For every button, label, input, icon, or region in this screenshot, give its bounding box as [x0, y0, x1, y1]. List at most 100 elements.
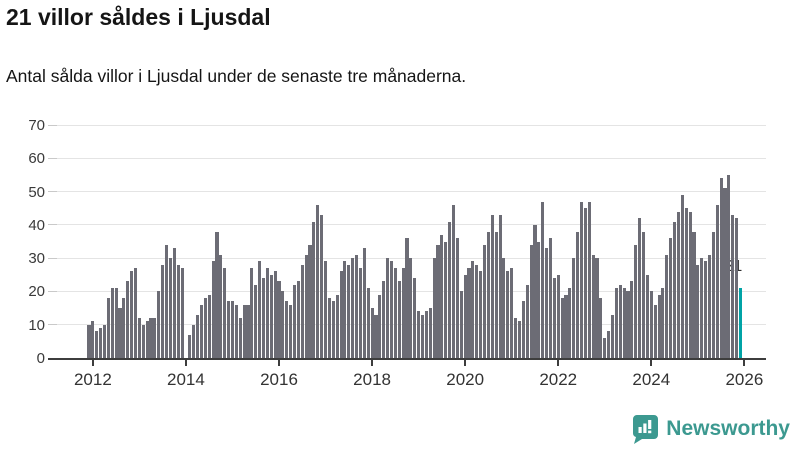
bar: [165, 244, 169, 358]
bar: [281, 291, 285, 358]
bar: [459, 291, 463, 358]
bar: [95, 331, 99, 358]
x-axis-tick: [184, 360, 187, 366]
bar: [556, 274, 560, 358]
bar: [436, 244, 440, 358]
bar: [448, 221, 452, 358]
bar: [312, 221, 316, 358]
chart-subtitle: Antal sålda villor i Ljusdal under de se…: [6, 66, 467, 86]
bar: [657, 294, 661, 358]
gridline-y-50: [55, 191, 766, 193]
x-axis-line: [48, 358, 766, 360]
bar: [161, 264, 165, 358]
bar: [405, 238, 409, 358]
bar: [630, 281, 634, 358]
bar: [258, 261, 262, 358]
bar: [254, 284, 258, 358]
bar: [661, 288, 665, 358]
newsworthy-logo-text: Newsworthy: [666, 417, 790, 440]
bar: [700, 258, 704, 358]
bar: [199, 304, 203, 358]
bar: [413, 278, 417, 358]
bar: [335, 294, 339, 358]
bar: [378, 294, 382, 358]
newsworthy-logo: Newsworthy: [632, 412, 790, 446]
bar: [168, 258, 172, 358]
bar: [560, 298, 564, 358]
bar: [300, 264, 304, 358]
bar: [347, 264, 351, 358]
bar: [176, 264, 180, 358]
bar: [576, 231, 580, 358]
bar: [180, 268, 184, 358]
bar: [242, 304, 246, 358]
bar: [285, 301, 289, 358]
bar: [653, 304, 657, 358]
gridline-y-40: [55, 224, 766, 226]
bar: [192, 324, 196, 358]
bar: [133, 268, 138, 358]
bar: [339, 271, 343, 358]
bar: [316, 204, 320, 358]
highlighted-bar-latest: [738, 288, 743, 358]
y-axis-tick: [48, 191, 57, 193]
x-axis-label: 2018: [353, 370, 391, 389]
bar: [545, 248, 549, 358]
bar: [599, 298, 603, 358]
bar: [444, 241, 448, 358]
bar: [397, 281, 401, 358]
bar: [494, 231, 498, 358]
bar: [587, 201, 591, 358]
bar: [265, 268, 269, 358]
bar: [277, 281, 281, 358]
newsworthy-logo-icon: [633, 415, 659, 444]
bar: [440, 234, 444, 358]
bar: [196, 314, 200, 358]
y-axis-tick: [48, 257, 57, 259]
bar: [122, 298, 126, 358]
x-axis-tick: [650, 360, 653, 366]
bar: [696, 264, 700, 358]
bar: [610, 314, 615, 358]
bar: [486, 231, 490, 358]
bar: [110, 288, 114, 358]
y-axis-label: 40: [28, 216, 45, 234]
bar: [126, 281, 130, 358]
bar: [145, 321, 149, 358]
bar: [510, 268, 514, 358]
bar: [475, 264, 479, 358]
bar: [498, 214, 502, 358]
bar: [483, 244, 487, 358]
bar: [537, 241, 541, 358]
bar: [149, 318, 153, 358]
bar: [188, 334, 192, 358]
x-axis-tick: [278, 360, 281, 366]
bar: [358, 268, 362, 358]
bar: [676, 211, 680, 358]
bar: [673, 221, 677, 358]
bar: [141, 324, 145, 358]
bar: [320, 214, 324, 358]
bar: [223, 268, 227, 358]
bar: [362, 248, 366, 358]
bar: [583, 208, 587, 358]
bar: [417, 311, 421, 358]
bar: [711, 231, 715, 358]
x-axis-tick: [464, 360, 467, 366]
bar: [137, 318, 141, 358]
bar: [533, 224, 537, 358]
bar: [289, 304, 293, 358]
x-axis-label: 2020: [446, 370, 485, 389]
bar: [219, 254, 223, 358]
bar: [723, 188, 727, 358]
bar: [455, 238, 459, 358]
x-axis-tick: [557, 360, 560, 366]
x-axis-tick: [743, 360, 746, 366]
bar: [727, 174, 731, 358]
bar: [389, 261, 394, 358]
bar: [370, 308, 374, 358]
y-axis-tick: [48, 224, 57, 226]
bar: [618, 284, 622, 358]
bar: [324, 261, 328, 358]
